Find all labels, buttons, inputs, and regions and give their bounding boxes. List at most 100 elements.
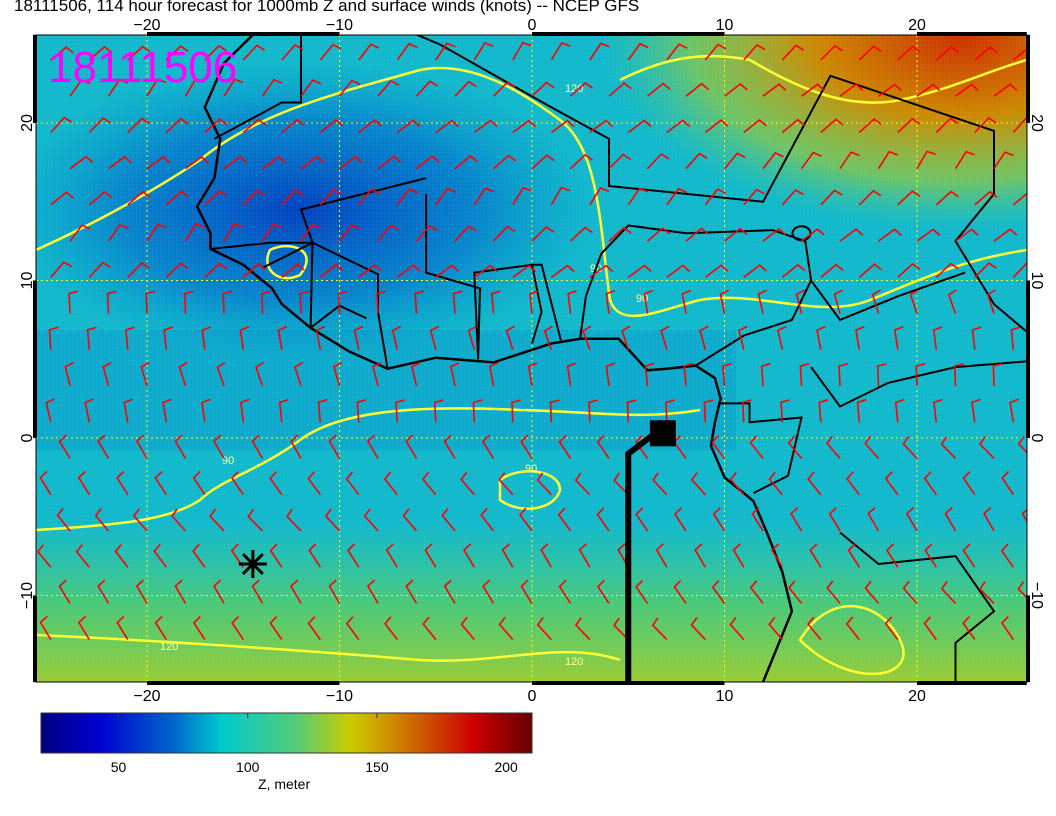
- wind-barb: [415, 80, 439, 97]
- wind-barb: [473, 187, 495, 206]
- wind-barb: [807, 616, 822, 641]
- wind-barb: [192, 615, 206, 641]
- wind-barb: [204, 262, 228, 278]
- wind-barb: [655, 543, 668, 568]
- wind-barb: [531, 81, 555, 97]
- wind-barb: [281, 189, 304, 206]
- wind-barb: [36, 544, 52, 568]
- wind-barb: [286, 508, 302, 532]
- country-border: [299, 177, 427, 369]
- wind-barb: [666, 119, 691, 134]
- wind-barb: [223, 78, 244, 97]
- wind-barb: [893, 326, 904, 350]
- wind-barb: [596, 434, 610, 459]
- wind-barb: [536, 472, 552, 496]
- wind-barb: [683, 362, 694, 387]
- wind-barb: [174, 579, 187, 604]
- wind-barb: [454, 225, 477, 242]
- wind-barb: [377, 155, 402, 170]
- wind-barb: [204, 118, 228, 134]
- wind-barb: [146, 155, 171, 170]
- wind-barb: [315, 325, 326, 350]
- wind-barb: [993, 83, 1018, 97]
- wind-barb: [396, 119, 421, 134]
- colorbar-ticks: 50 100 150 200: [111, 713, 518, 775]
- wind-barb: [473, 42, 494, 61]
- wind-barb: [909, 289, 919, 314]
- wind-barb: [1033, 153, 1053, 169]
- wind-barb: [230, 543, 244, 568]
- wind-barb: [251, 434, 264, 459]
- wind-barb: [825, 435, 841, 460]
- wind-barb: [102, 361, 112, 387]
- wind-barb: [185, 155, 209, 170]
- wind-barb: [50, 46, 74, 61]
- wind-barb: [307, 471, 321, 496]
- contour-90: [266, 245, 308, 280]
- wind-barb: [569, 226, 593, 242]
- wind-barb: [377, 224, 399, 242]
- wind-barb: [338, 79, 361, 97]
- wind-barb: [84, 398, 94, 423]
- wind-barb: [435, 119, 460, 134]
- wind-barb: [646, 82, 671, 97]
- wind-barb: [781, 118, 806, 134]
- wind-barb: [358, 119, 382, 134]
- wind-barb: [558, 579, 572, 604]
- wind-barb: [125, 326, 135, 350]
- lat-tick-label-right: −10: [1028, 582, 1045, 609]
- lat-tick-label-left: 0: [19, 433, 36, 442]
- wind-barb: [608, 82, 632, 97]
- wind-barb: [223, 222, 244, 242]
- wind-barb: [916, 228, 941, 242]
- wind-barbs: [36, 41, 1053, 641]
- wind-barb: [666, 264, 691, 279]
- wind-barb: [536, 617, 552, 641]
- country-border: [810, 360, 1027, 408]
- wind-barb: [511, 399, 521, 423]
- contour-120: [36, 633, 621, 662]
- wind-barb: [838, 363, 848, 387]
- wind-barb: [512, 264, 537, 279]
- wind-barb: [473, 119, 498, 134]
- wind-barb: [971, 326, 982, 350]
- frame-bars: [33, 32, 1030, 685]
- wind-barb: [429, 325, 440, 351]
- wind-barb: [635, 579, 649, 604]
- wind-barb: [269, 471, 283, 496]
- wind-barb: [454, 154, 478, 170]
- wind-barb: [162, 398, 172, 423]
- colorbar: [40, 712, 533, 754]
- wind-barb: [277, 326, 288, 350]
- wind-barb: [878, 228, 902, 242]
- wind-barb: [48, 326, 59, 350]
- wind-barb: [69, 78, 91, 97]
- gridlines: [36, 35, 1027, 682]
- wind-barb: [239, 326, 250, 350]
- colorbar-tick-label: 100: [236, 759, 260, 775]
- wind-barb: [332, 361, 343, 387]
- wind-barb: [703, 399, 714, 423]
- wind-barb: [781, 188, 804, 206]
- contour-90: [36, 66, 1027, 318]
- wind-barb: [452, 290, 463, 314]
- wind-barb: [666, 43, 688, 61]
- wind-barb: [992, 363, 1003, 387]
- wind-barb: [978, 436, 995, 460]
- frame-bar: [33, 280, 37, 438]
- wind-barb: [86, 326, 97, 350]
- wind-barb: [894, 398, 905, 423]
- wind-barb: [685, 227, 710, 242]
- lon-tick-label-bottom: 10: [716, 688, 734, 705]
- wind-barb: [1012, 261, 1027, 278]
- wind-barb: [954, 150, 975, 170]
- wind-barb: [932, 326, 943, 350]
- wind-barb: [666, 187, 688, 206]
- wind-barb: [410, 362, 421, 387]
- wind-barb: [818, 399, 829, 423]
- wind-barb: [371, 361, 382, 387]
- wind-barb: [77, 470, 90, 496]
- track-line: [625, 430, 658, 682]
- wind-barb: [300, 223, 322, 242]
